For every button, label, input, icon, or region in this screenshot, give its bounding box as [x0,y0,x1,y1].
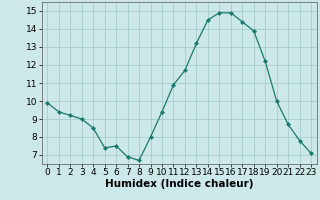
X-axis label: Humidex (Indice chaleur): Humidex (Indice chaleur) [105,179,253,189]
